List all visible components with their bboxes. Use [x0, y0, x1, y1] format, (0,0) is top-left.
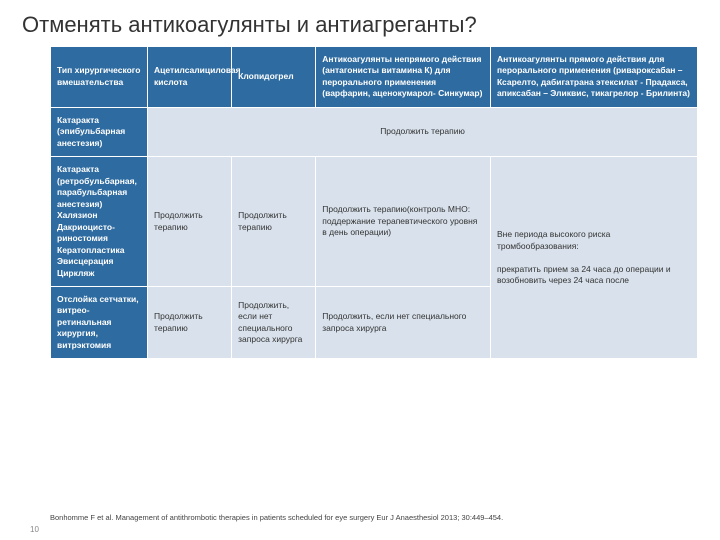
col-header-asa: Ацетилсалициловая кислота	[148, 47, 232, 108]
row-head: Катаракта (ретробульбарная, парабульбарн…	[51, 157, 148, 287]
col-header-doac: Антикоагулянты прямого действия для перо…	[490, 47, 697, 108]
col-header-vitk: Антикоагулянты непрямого действия (антаг…	[316, 47, 491, 108]
col-header-clop: Клопидогрел	[232, 47, 316, 108]
slide-title: Отменять антикоагулянты и антиагреганты?	[0, 0, 720, 46]
table-row: Катаракта (эпибульбарная анестезия) Прод…	[51, 107, 698, 156]
cell-clop: Продолжить терапию	[232, 157, 316, 287]
page-number: 10	[30, 525, 39, 534]
cell-doac-merged: Вне периода высокого риска тромбообразов…	[490, 157, 697, 359]
table-container: Тип хирургического вмешательства Ацетилс…	[0, 46, 720, 359]
cell-asa: Продолжить терапию	[148, 286, 232, 358]
table-row: Катаракта (ретробульбарная, парабульбарн…	[51, 157, 698, 287]
table-header-row: Тип хирургического вмешательства Ацетилс…	[51, 47, 698, 108]
row-head: Отслойка сетчатки, витрео-ретинальная хи…	[51, 286, 148, 358]
col-header-type: Тип хирургического вмешательства	[51, 47, 148, 108]
cell-asa: Продолжить терапию	[148, 157, 232, 287]
citation-text: Bonhomme F et al. Management of antithro…	[50, 513, 503, 522]
row-head: Катаракта (эпибульбарная анестезия)	[51, 107, 148, 156]
cell-vitk: Продолжить терапию(контроль МНО: поддерж…	[316, 157, 491, 287]
merged-cell-continue: Продолжить терапию	[148, 107, 698, 156]
cell-clop: Продолжить, если нет специального запрос…	[232, 286, 316, 358]
anticoag-table: Тип хирургического вмешательства Ацетилс…	[50, 46, 698, 359]
cell-vitk: Продолжить, если нет специального запрос…	[316, 286, 491, 358]
